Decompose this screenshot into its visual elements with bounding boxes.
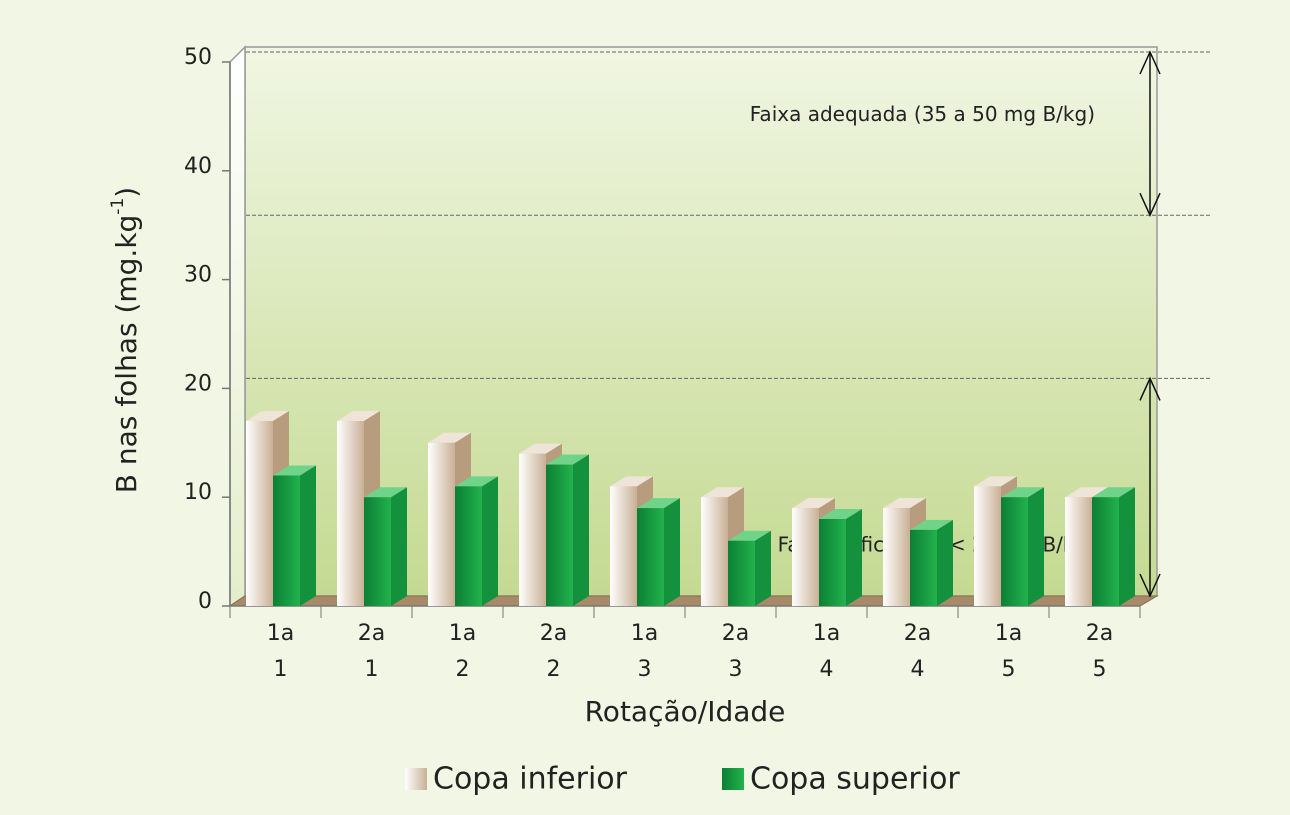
bar-top: [1001, 487, 1044, 498]
bar-side: [573, 454, 589, 606]
bar-top: [637, 498, 680, 509]
y-tick-label: 40: [184, 154, 212, 179]
bar: [546, 464, 573, 606]
arrow-head: [1139, 192, 1161, 218]
bar: [792, 508, 819, 606]
bar: [273, 475, 300, 606]
bar-top: [246, 411, 289, 422]
bar-top: [455, 476, 498, 487]
bar: [428, 442, 455, 606]
x-tick-label: 2a: [1086, 621, 1113, 646]
bar-side: [664, 498, 680, 606]
bar: [910, 529, 937, 606]
x-tick-label: 2a: [540, 621, 567, 646]
bar: [637, 508, 664, 606]
bar: [974, 486, 1001, 606]
legend-label: Copa inferior: [433, 762, 628, 797]
y-tick-label: 30: [184, 263, 212, 288]
arrow-head: [1139, 376, 1161, 401]
band-label: Faixa adequada (35 a 50 mg B/kg): [750, 102, 1095, 126]
x-tick-label: 1: [274, 657, 288, 682]
x-tick-label: 4: [911, 657, 925, 682]
bar-side: [846, 508, 862, 606]
y-tick-label: 50: [184, 45, 212, 70]
legend-swatch: [405, 768, 427, 790]
x-axis-title: Rotação/Idade: [585, 695, 786, 728]
bar: [819, 518, 846, 606]
bar-side: [1119, 487, 1135, 606]
bar-top: [519, 443, 562, 454]
y-axis-title-end: ): [110, 187, 143, 198]
bar-top: [728, 530, 771, 541]
x-tick-label: 5: [1093, 657, 1107, 682]
x-tick-label: 1a: [449, 621, 476, 646]
bar-top: [792, 498, 835, 509]
bar-top: [883, 498, 926, 509]
bar: [455, 486, 482, 606]
bar: [610, 486, 637, 606]
bar-top: [1065, 487, 1108, 498]
x-tick-label: 3: [638, 657, 652, 682]
x-tick-label: 1a: [995, 621, 1022, 646]
x-tick-label: 1a: [631, 621, 658, 646]
arrow-head: [1139, 573, 1161, 598]
y-axis-title: B nas folhas (mg.kg-1): [108, 187, 143, 493]
legend-label: Copa superior: [750, 762, 960, 797]
bar-side: [391, 487, 407, 606]
bar-side: [755, 530, 771, 606]
x-tick-label: 2: [547, 657, 561, 682]
bar-top: [819, 508, 862, 519]
bar: [1001, 497, 1028, 606]
bar-top: [337, 411, 380, 422]
bar-top: [428, 432, 471, 443]
bar: [701, 497, 728, 606]
bar-side: [1028, 487, 1044, 606]
bar-side: [937, 519, 953, 606]
bar: [883, 508, 910, 606]
x-tick-label: 1a: [267, 621, 294, 646]
x-tick-label: 2a: [904, 621, 931, 646]
arrow-head: [1139, 50, 1161, 75]
bar: [519, 453, 546, 606]
y-tick-label: 0: [198, 589, 212, 614]
bar-side: [300, 465, 316, 606]
bar: [246, 421, 273, 606]
y-axis-title-text: B nas folhas (mg.kg: [110, 215, 143, 494]
bar-top: [546, 454, 589, 465]
x-tick-label: 2a: [722, 621, 749, 646]
x-tick-label: 3: [729, 657, 743, 682]
x-tick-label: 2: [456, 657, 470, 682]
x-tick-label: 2a: [358, 621, 385, 646]
legend-swatch: [722, 768, 744, 790]
x-tick-label: 1: [365, 657, 379, 682]
side-wall: [229, 45, 246, 608]
bar-top: [701, 487, 744, 498]
bar-top: [364, 487, 407, 498]
x-tick-label: 4: [820, 657, 834, 682]
y-axis-title-sup: -1: [108, 198, 128, 215]
y-tick-label: 20: [184, 371, 212, 396]
bar-side: [482, 476, 498, 606]
x-tick-label: 1a: [813, 621, 840, 646]
y-tick-label: 10: [184, 480, 212, 505]
bar: [1092, 497, 1119, 606]
bar-top: [273, 465, 316, 476]
bar: [1065, 497, 1092, 606]
bar: [364, 497, 391, 606]
bar-top: [610, 476, 653, 487]
bar: [728, 540, 755, 606]
bar-top: [974, 476, 1017, 487]
x-tick-label: 5: [1002, 657, 1016, 682]
bar-top: [910, 519, 953, 530]
bar-top: [1092, 487, 1135, 498]
bar: [337, 421, 364, 606]
